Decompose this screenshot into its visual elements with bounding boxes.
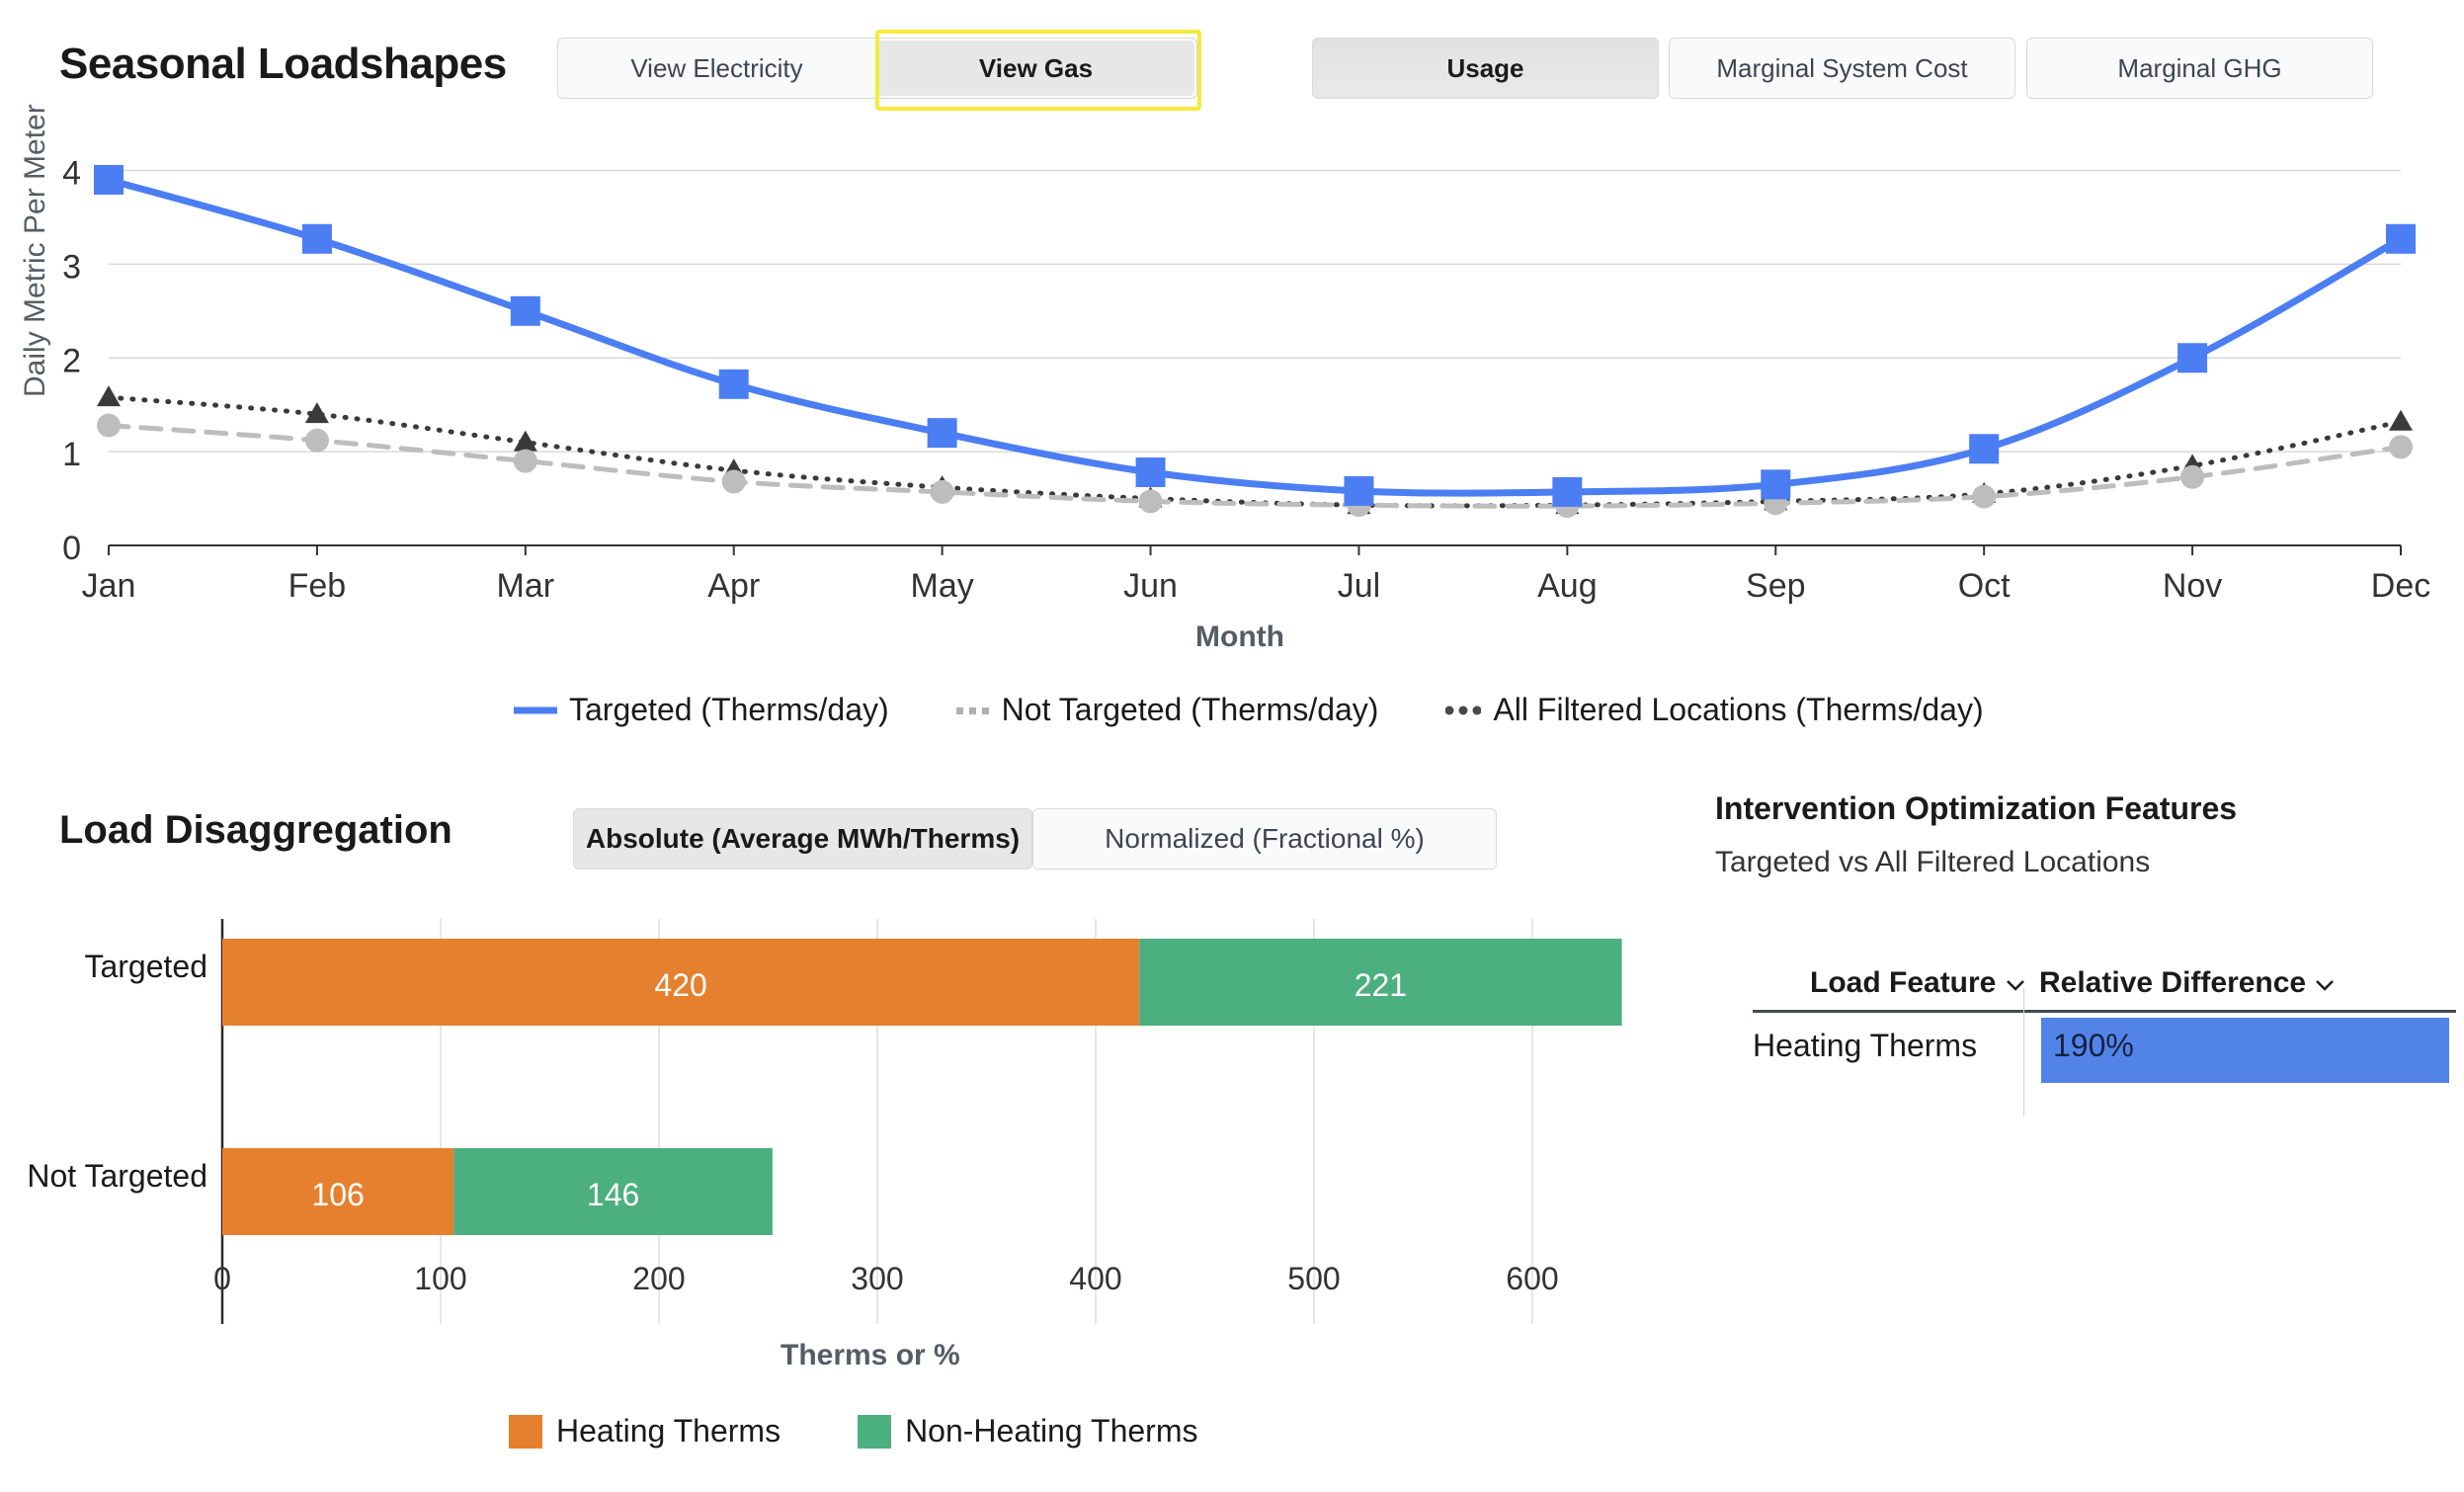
svg-text:221: 221 [1355,967,1407,1003]
svg-text:May: May [911,567,974,605]
svg-text:Mar: Mar [497,567,555,605]
svg-text:4: 4 [62,155,81,193]
svg-text:Jan: Jan [82,567,136,605]
svg-text:Dec: Dec [2371,567,2430,605]
svg-text:3: 3 [62,248,81,286]
svg-text:0: 0 [62,530,81,567]
svg-text:420: 420 [654,967,706,1003]
svg-text:106: 106 [311,1177,364,1212]
svg-text:Aug: Aug [1537,567,1598,605]
svg-text:200: 200 [632,1261,685,1296]
svg-text:600: 600 [1506,1261,1558,1296]
svg-text:146: 146 [587,1177,639,1212]
svg-text:Oct: Oct [1958,567,2011,605]
svg-text:500: 500 [1287,1261,1340,1296]
svg-text:1: 1 [62,436,81,473]
svg-text:400: 400 [1069,1261,1121,1296]
svg-text:Nov: Nov [2163,567,2222,605]
svg-text:Feb: Feb [288,567,347,605]
svg-text:Jun: Jun [1123,567,1178,605]
svg-text:0: 0 [213,1261,231,1296]
svg-text:Sep: Sep [1746,567,1806,605]
svg-text:Jul: Jul [1338,567,1380,605]
svg-text:2: 2 [62,342,81,379]
svg-text:100: 100 [414,1261,466,1296]
svg-text:Apr: Apr [707,567,760,605]
svg-text:300: 300 [851,1261,903,1296]
